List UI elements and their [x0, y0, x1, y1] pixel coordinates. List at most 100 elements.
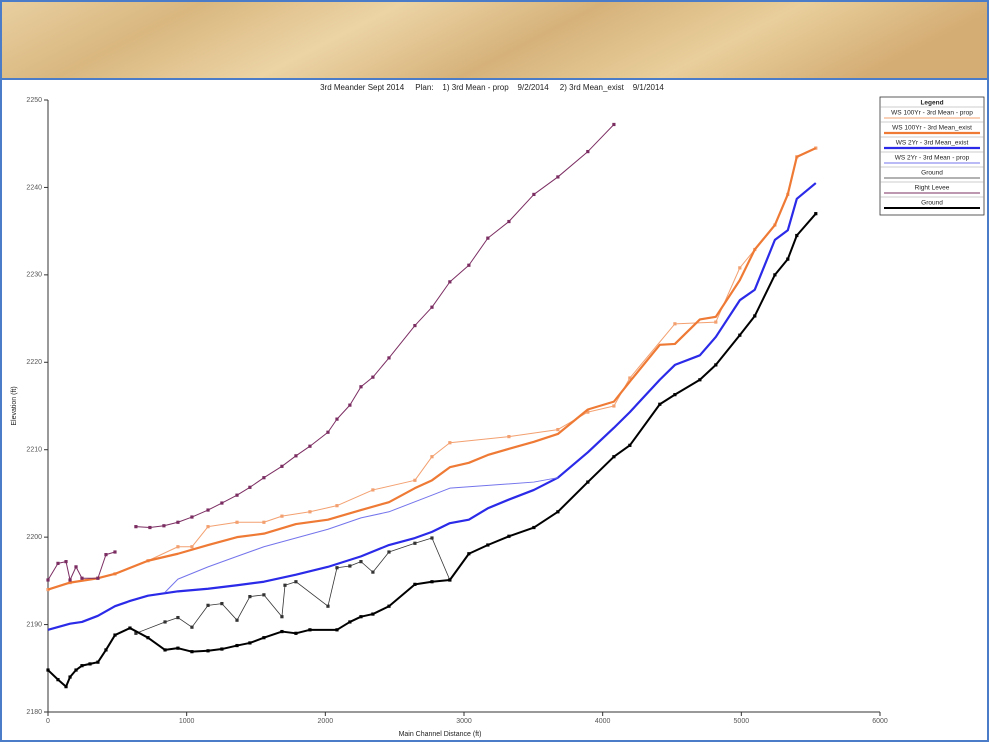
point-marker — [586, 480, 590, 484]
point-marker — [335, 566, 339, 570]
point-marker — [556, 428, 560, 432]
point-marker — [612, 455, 616, 459]
point-marker — [359, 385, 363, 389]
point-marker — [262, 636, 266, 640]
point-marker — [413, 541, 417, 545]
point-marker — [532, 192, 536, 197]
point-marker — [294, 631, 298, 635]
point-marker — [280, 615, 284, 619]
point-marker — [612, 404, 616, 408]
point-marker — [628, 376, 632, 380]
point-marker — [190, 625, 194, 629]
point-marker — [430, 305, 434, 309]
point-marker — [104, 553, 108, 557]
point-marker — [190, 545, 194, 549]
point-marker — [128, 626, 132, 630]
point-marker — [235, 618, 239, 622]
point-marker — [335, 628, 339, 632]
point-marker — [68, 675, 72, 679]
point-marker — [308, 444, 312, 448]
legend-box — [879, 96, 985, 216]
point-marker — [612, 122, 616, 127]
point-marker — [68, 578, 72, 582]
series-line — [47, 182, 817, 631]
point-marker — [507, 534, 511, 538]
point-marker — [248, 485, 252, 489]
point-marker — [773, 273, 777, 277]
x-tick-label: 4000 — [595, 718, 611, 725]
point-marker — [163, 648, 167, 652]
y-tick-label: 2240 — [26, 184, 42, 191]
point-marker — [146, 636, 150, 640]
point-marker — [46, 668, 50, 672]
point-marker — [88, 662, 92, 666]
point-marker — [220, 601, 224, 606]
point-marker — [280, 464, 284, 468]
point-marker — [248, 594, 252, 599]
point-marker — [163, 620, 167, 624]
point-marker — [235, 520, 239, 524]
point-marker — [176, 615, 180, 620]
y-tick-label: 2220 — [26, 359, 42, 366]
point-marker — [335, 417, 339, 421]
point-marker — [235, 493, 239, 497]
point-marker — [96, 576, 100, 580]
point-marker — [387, 550, 391, 554]
point-marker — [371, 570, 375, 574]
point-marker — [348, 620, 352, 624]
point-marker — [96, 660, 100, 664]
point-marker — [206, 603, 210, 607]
point-marker — [786, 257, 790, 261]
point-marker — [220, 501, 224, 505]
legend-label: WS 2Yr - 3rd Mean_exist — [896, 140, 969, 147]
point-marker — [714, 363, 718, 367]
y-tick-label: 2250 — [26, 97, 42, 104]
point-marker — [532, 525, 536, 530]
y-tick-label: 2180 — [26, 709, 42, 716]
point-marker — [348, 564, 352, 568]
legend-label: Ground — [921, 200, 943, 207]
y-tick-label: 2190 — [26, 621, 42, 628]
point-marker — [190, 650, 194, 654]
point-marker — [134, 525, 138, 529]
point-marker — [176, 520, 180, 524]
point-marker — [448, 578, 452, 582]
x-tick-label: 0 — [46, 718, 50, 725]
point-marker — [294, 454, 298, 458]
x-tick-label: 6000 — [872, 718, 888, 725]
point-marker — [448, 280, 452, 284]
point-marker — [64, 560, 68, 564]
legend-label: WS 100Yr - 3rd Mean_exist — [892, 125, 972, 132]
x-axis-label: Main Channel Distance (ft) — [399, 731, 482, 738]
point-marker — [738, 266, 742, 270]
point-marker — [359, 615, 363, 619]
y-tick-label: 2210 — [26, 447, 42, 454]
point-marker — [104, 648, 108, 652]
legend-label: Right Levee — [915, 185, 950, 192]
point-marker — [430, 455, 434, 459]
point-marker — [467, 552, 471, 556]
point-marker — [262, 520, 266, 524]
point-marker — [753, 314, 757, 318]
point-marker — [308, 510, 312, 514]
legend-title: Legend — [920, 100, 943, 107]
point-marker — [556, 510, 560, 514]
series-line — [47, 147, 817, 591]
point-marker — [176, 545, 180, 549]
point-marker — [280, 629, 284, 634]
point-marker — [586, 149, 590, 154]
point-marker — [80, 664, 84, 668]
point-marker — [413, 478, 417, 482]
point-marker — [348, 403, 352, 407]
x-tick-label: 3000 — [456, 718, 472, 725]
point-marker — [64, 685, 68, 689]
point-marker — [359, 560, 363, 564]
point-marker — [176, 646, 180, 650]
point-marker — [308, 628, 312, 632]
point-marker — [206, 508, 210, 512]
point-marker — [387, 356, 391, 360]
point-marker — [113, 550, 117, 554]
point-marker — [148, 525, 152, 530]
